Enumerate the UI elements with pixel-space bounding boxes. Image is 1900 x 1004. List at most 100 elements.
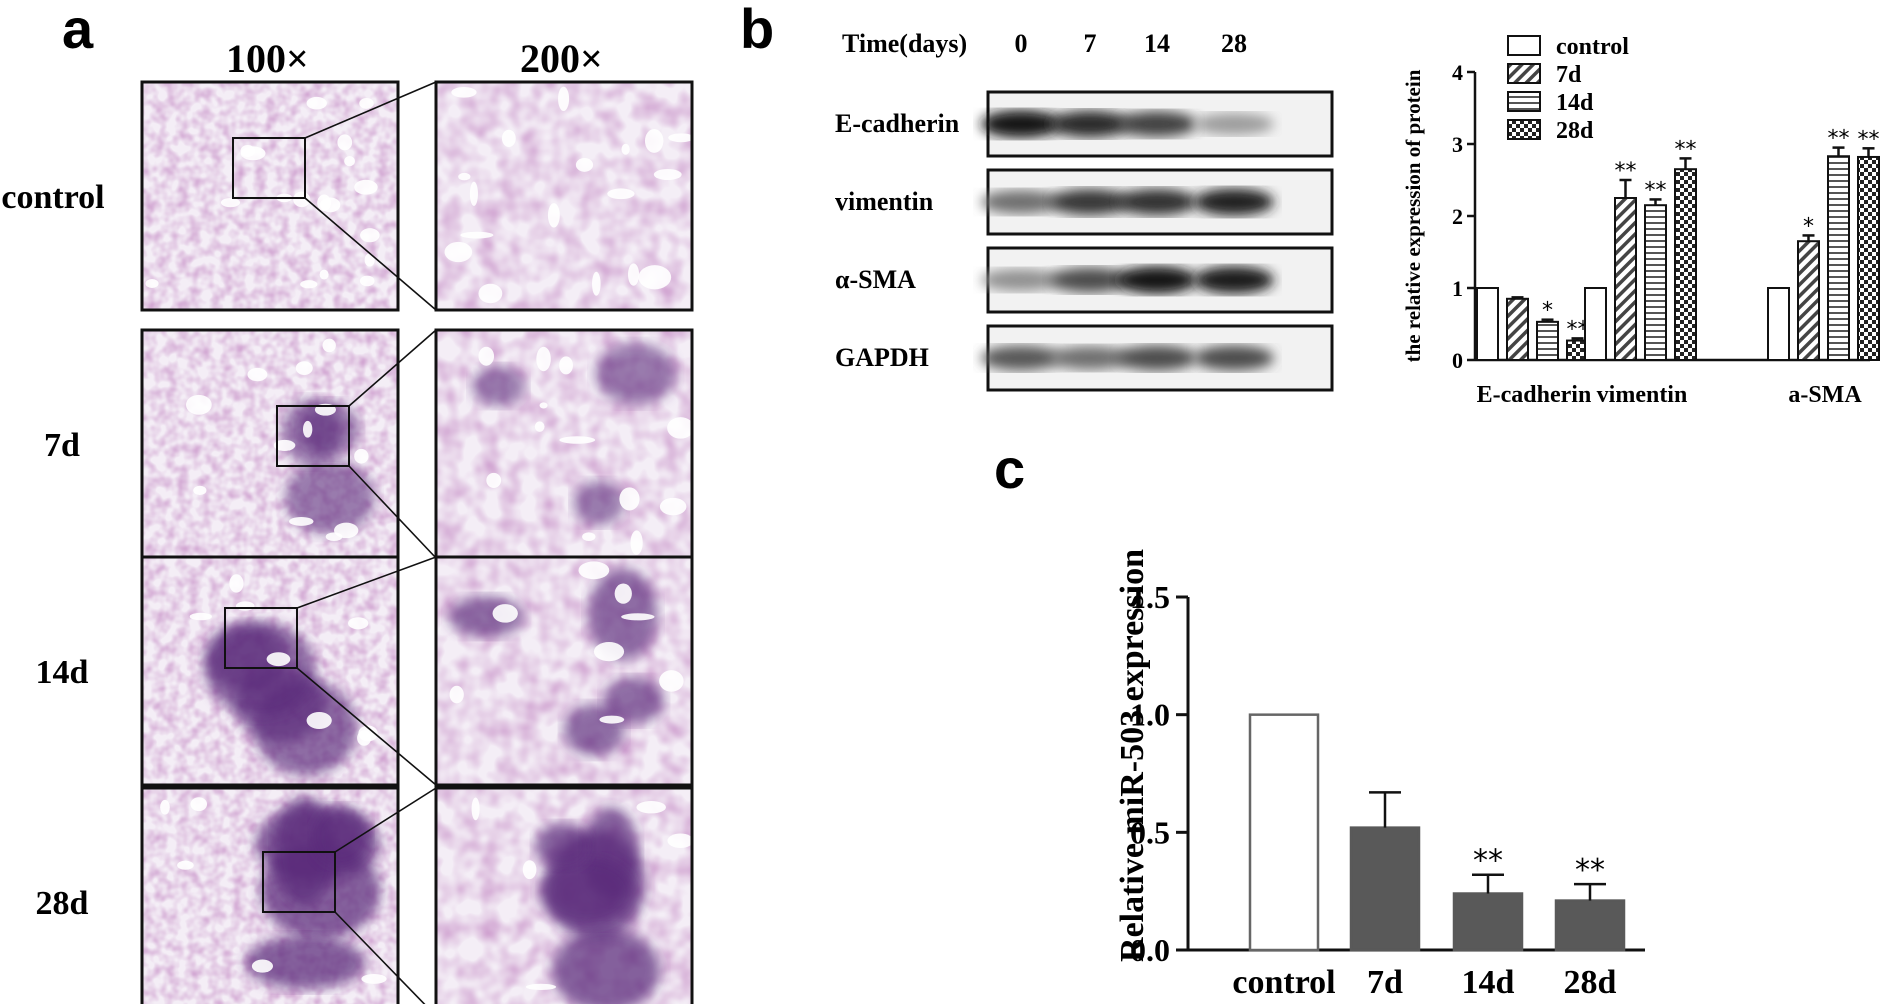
y-tick-label: 4 [1452,60,1463,85]
blot-band [1194,113,1274,135]
y-tick-label: 0.5 [1130,814,1170,850]
legend-label: 28d [1556,118,1594,144]
legend-label: control [1556,34,1629,60]
bar-group: control [1232,713,1336,1001]
y-tick-label: 3 [1452,132,1463,157]
significance-marker: * [1542,299,1553,324]
zoom-connector [296,667,437,786]
y-tick-label: 1 [1452,276,1463,301]
micrograph-100x [140,80,400,312]
histology-row: 14d [36,555,694,787]
significance-marker: ** [1615,159,1637,184]
blot-time-tick: 0 [1015,29,1028,58]
zoom-connector [348,465,437,559]
blot-time-tick: 28 [1221,29,1247,58]
bar [1248,713,1320,952]
x-tick-label: E-cadherin [1477,382,1592,408]
blot-band [1117,345,1197,371]
blot-band [981,269,1061,291]
y-axis-label: the relative expression of protein [1401,69,1425,362]
y-tick-label: 0.0 [1130,932,1170,968]
blot-row: vimentin [835,168,1334,236]
zoom-inset-box [262,851,336,913]
category-group: ***E-cadherin [1476,287,1592,408]
significance-marker: ** [1675,137,1697,162]
bar [1797,240,1820,361]
panel-a-letter: a [62,0,94,60]
zoom-connector [334,787,437,853]
col-header-200x: 200× [520,36,603,81]
y-tick-label: 0 [1452,348,1463,373]
significance-marker: ** [1858,127,1880,152]
panel-a: a 100× 200× control 7d 14d 28d [1,0,695,1004]
blot-band [1194,266,1274,294]
bar [1644,204,1667,361]
legend-label: 7d [1556,62,1582,88]
blot-row: α-SMA [835,246,1334,314]
bar [1827,155,1850,361]
micrograph-100x [140,328,400,560]
legend-swatch [1507,63,1541,84]
zoom-connector [296,556,437,609]
zoom-inset-box [232,137,306,199]
blot-row: E-cadherin [835,90,1334,158]
bar [1506,297,1529,361]
protein-bar-chart: 0 1 2 3 4 the relative expression of protein *… [1401,34,1880,408]
y-tick-label: 1.0 [1130,697,1170,733]
row-label: control [1,179,104,216]
blot-band [1194,345,1274,371]
blot-band [1050,267,1130,293]
category-group: ** ** ** vimentin [1584,137,1697,408]
blot-row: GAPDH [835,324,1334,392]
bar-group: ** 14d [1452,844,1524,1001]
x-tick-label: 7d [1367,964,1403,1001]
micrograph-200x [434,555,694,787]
legend-swatch [1507,119,1541,140]
bar [1614,197,1637,361]
panel-c-letter: c [994,437,1025,500]
x-tick-label: 28d [1564,964,1617,1001]
micrograph-200x [434,786,694,1004]
x-tick-label: a-SMA [1788,382,1862,408]
row-label: 7d [44,427,80,464]
panel-b-letter: b [740,0,774,60]
blot-band [981,110,1061,138]
western-blot: E-cadherin vimentin α-SMA GAPDH [835,90,1334,392]
legend-swatch [1507,91,1541,112]
legend-label: 14d [1556,90,1594,116]
zoom-inset-box [224,607,298,669]
blot-time-label: Time(days) [842,29,967,58]
blot-band [1050,189,1130,215]
x-tick-label: vimentin [1597,382,1688,408]
blot-protein-label: vimentin [835,187,934,216]
significance-marker: ** [1473,844,1503,879]
bar [1857,155,1880,361]
y-axis-label: Relative miR-503 expression [1114,549,1151,962]
blot-time-tick: 7 [1084,29,1097,58]
y-tick-label: 1.5 [1130,579,1170,615]
histology-row: control [1,80,694,312]
blot-band [1117,266,1197,294]
histology-row: 7d [44,328,695,560]
bar [1536,320,1559,361]
bar [1554,899,1626,952]
row-label: 28d [36,885,89,922]
blot-protein-label: E-cadherin [835,109,960,138]
blot-band [1050,346,1130,370]
bar [1452,892,1524,952]
blot-band [1117,111,1197,137]
bar [1349,826,1421,952]
blot-time-labels: 0 7 14 28 [1015,29,1248,58]
zoom-connector [304,81,437,139]
bar-group: ** 28d [1554,853,1626,1001]
histology-row: 28d [36,786,694,1004]
micrograph-100x [140,555,400,787]
zoom-connector [304,197,437,311]
zoom-connector [348,329,437,407]
blot-band [981,190,1061,214]
blot-band [981,345,1061,371]
